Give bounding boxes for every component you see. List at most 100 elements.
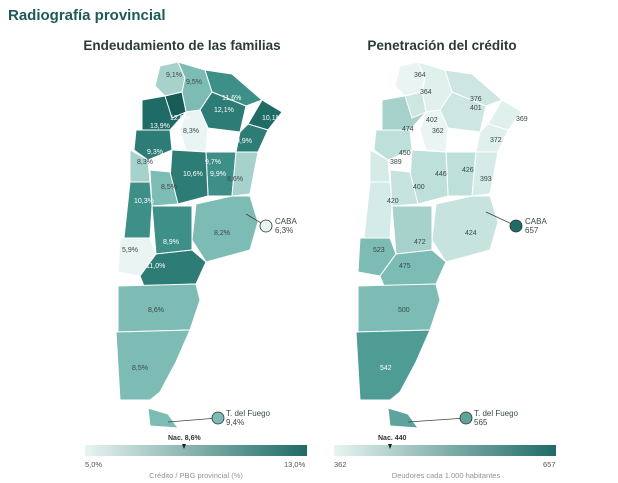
province-chubut[interactable] [117, 283, 201, 333]
province-tierradelfuego[interactable] [147, 407, 180, 429]
callout-marker-caba[interactable] [509, 219, 523, 233]
region-label: 8,6% [227, 176, 243, 183]
province-tierradelfuego[interactable] [387, 407, 420, 429]
region-label: 523 [373, 247, 385, 254]
region-label: 389 [390, 159, 402, 166]
region-label: 393 [480, 176, 492, 183]
region-label: 364 [414, 72, 426, 79]
region-label: 446 [435, 171, 447, 178]
province-formosa[interactable] [204, 69, 263, 107]
region-label: 420 [387, 198, 399, 205]
region-label: 362 [432, 128, 444, 135]
region-label: 426 [462, 167, 474, 174]
color-scale-indebtedness [85, 445, 307, 456]
province-buenosaires[interactable] [431, 195, 499, 263]
province-entrerios[interactable] [231, 151, 259, 197]
color-scale-credit-penetration [334, 445, 556, 456]
callout-value-caba: 657 [525, 226, 539, 235]
callout-value-caba: 6,3% [275, 226, 293, 235]
page-title: Radiografía provincial [8, 7, 166, 24]
callout-value-tdf: 565 [474, 418, 488, 427]
callout-name-tdf: T. del Fuego [474, 409, 519, 418]
region-label: 401 [470, 105, 482, 112]
callout-line-tdf [407, 417, 467, 423]
region-label: 8,5% [132, 365, 148, 372]
scale-max-indebtedness: 13,0% [284, 460, 306, 469]
callout-name-caba: CABA [525, 217, 547, 226]
region-label: 11,0% [146, 263, 165, 270]
map-credit-penetration: 364 364 376 401 402 362 369 474 372 450 … [334, 61, 556, 456]
region-label: 9,1% [166, 72, 182, 79]
region-label: 474 [402, 126, 414, 133]
province-buenosaires[interactable] [191, 195, 259, 263]
province-formosa[interactable] [444, 69, 503, 107]
callout-marker-caba[interactable] [259, 219, 273, 233]
region-label: 8,3% [183, 128, 199, 135]
region-label: 10,6% [183, 171, 203, 178]
region-label: 9,9% [236, 138, 252, 145]
region-label: 472 [414, 239, 426, 246]
region-label: 424 [465, 230, 477, 237]
region-label: 8,9% [163, 239, 179, 246]
province-lapampa[interactable] [391, 205, 433, 255]
region-label: 8,5% [161, 184, 177, 191]
region-label: 12,9% [170, 115, 190, 122]
province-larioja[interactable] [133, 129, 173, 161]
national-label-indebtedness: Nac. 8,6% [168, 435, 201, 442]
province-chaco[interactable] [199, 91, 247, 133]
region-label: 450 [399, 150, 411, 157]
province-larioja[interactable] [373, 129, 413, 161]
region-label: 400 [413, 184, 425, 191]
province-mendoza[interactable] [123, 181, 153, 239]
national-marker-credit-penetration [388, 444, 392, 449]
map-indebtedness: 9,1% 9,5% 11,6% 12,1% 13,9% 12,9% 8,3% 9… [85, 61, 307, 456]
callout-value-tdf: 9,4% [226, 418, 244, 427]
region-labels-indebtedness: 9,1% 9,5% 11,6% 12,1% 13,9% 12,9% 8,3% 9… [122, 72, 282, 372]
map-title-credit-penetration: Penetración del crédito [367, 38, 517, 53]
province-corrientes[interactable] [235, 123, 269, 153]
region-label: 402 [426, 117, 438, 124]
region-label: 372 [490, 137, 502, 144]
scale-caption-credit-penetration: Deudores cada 1.000 habitantes [391, 471, 501, 480]
region-label: 12,1% [214, 107, 234, 114]
province-corrientes[interactable] [475, 123, 509, 153]
region-label: 13,9% [150, 123, 170, 130]
region-label: 11,6% [222, 95, 241, 102]
region-label: 8,2% [214, 230, 230, 237]
callout-line-tdf [167, 417, 219, 423]
province-chaco[interactable] [439, 91, 487, 133]
callout-marker-tdf[interactable] [211, 411, 225, 425]
national-marker-indebtedness [182, 444, 186, 449]
province-santafe[interactable] [445, 151, 477, 197]
province-entrerios[interactable] [471, 151, 499, 197]
callout-name-caba: CABA [275, 217, 297, 226]
region-label: 10,1% [262, 115, 282, 122]
scale-min-credit-penetration: 362 [334, 460, 347, 469]
province-santacruz[interactable] [355, 329, 431, 401]
region-label: 369 [516, 116, 528, 123]
region-label: 10,3% [134, 198, 154, 205]
callout-marker-tdf[interactable] [459, 411, 473, 425]
scale-max-credit-penetration: 657 [543, 460, 556, 469]
national-label-credit-penetration: Nac. 440 [378, 435, 407, 442]
province-santacruz[interactable] [115, 329, 191, 401]
region-label: 9,5% [186, 79, 202, 86]
region-label: 376 [470, 96, 482, 103]
region-label: 9,7% [205, 159, 221, 166]
region-label: 9,9% [210, 171, 226, 178]
scale-min-indebtedness: 5,0% [85, 460, 103, 469]
region-label: 475 [399, 263, 411, 270]
province-lapampa[interactable] [151, 205, 193, 255]
region-label: 500 [398, 307, 410, 314]
map-title-indebtedness: Endeudamiento de las familias [83, 38, 281, 53]
region-label: 364 [420, 89, 432, 96]
province-mendoza[interactable] [363, 181, 393, 239]
region-label: 8,3% [137, 159, 153, 166]
region-label: 8,6% [148, 307, 164, 314]
region-label: 5,9% [122, 247, 138, 254]
callout-name-tdf: T. del Fuego [226, 409, 271, 418]
region-labels-credit-penetration: 364 364 376 401 402 362 369 474 372 450 … [373, 72, 528, 372]
region-label: 542 [380, 365, 392, 372]
province-chubut[interactable] [357, 283, 441, 333]
